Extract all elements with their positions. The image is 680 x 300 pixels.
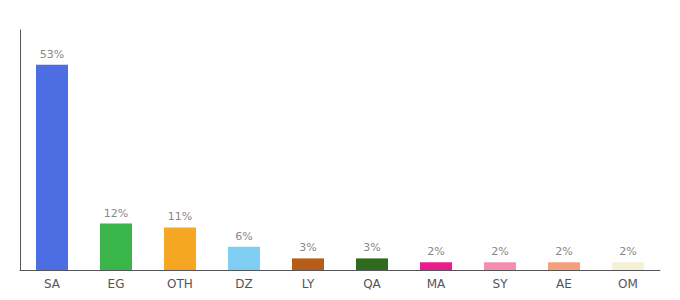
svg-text:AE: AE [556,277,572,291]
svg-text:SY: SY [493,277,509,291]
svg-text:3%: 3% [363,241,380,254]
svg-text:6%: 6% [235,230,252,243]
svg-text:SA: SA [44,277,61,291]
svg-text:OM: OM [618,277,638,291]
svg-text:DZ: DZ [235,277,252,291]
svg-text:3%: 3% [299,241,316,254]
svg-text:12%: 12% [104,207,128,220]
svg-text:2%: 2% [427,245,444,258]
svg-text:2%: 2% [555,245,572,258]
svg-text:53%: 53% [40,48,64,61]
svg-text:LY: LY [302,277,315,291]
svg-text:MA: MA [427,277,446,291]
svg-text:2%: 2% [491,245,508,258]
svg-text:11%: 11% [168,210,192,223]
svg-text:QA: QA [363,277,381,291]
svg-text:EG: EG [108,277,125,291]
svg-text:OTH: OTH [167,277,193,291]
svg-text:2%: 2% [619,245,636,258]
